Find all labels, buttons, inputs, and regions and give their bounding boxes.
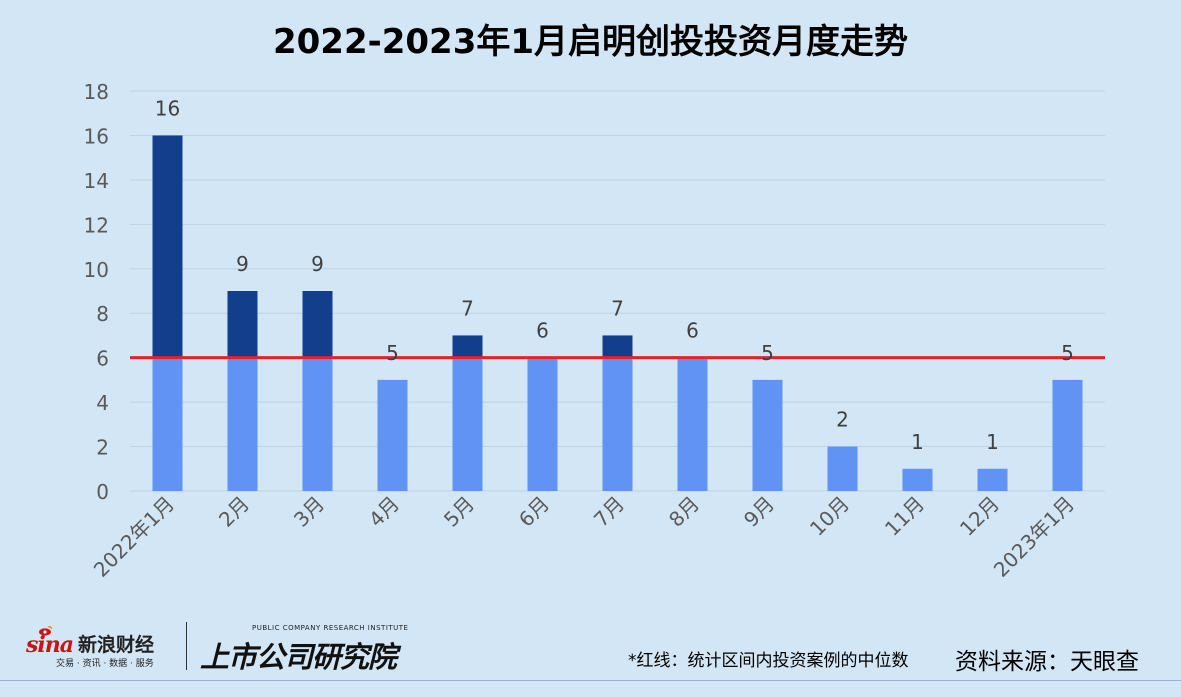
data-label: 16 bbox=[155, 96, 180, 120]
bottom-rule bbox=[0, 680, 1181, 681]
bar bbox=[452, 357, 483, 491]
bars bbox=[152, 135, 1083, 491]
bar-above-median bbox=[602, 335, 633, 358]
y-tick-label: 0 bbox=[96, 480, 109, 504]
x-tick-label: 5月 bbox=[439, 492, 479, 532]
chart-title: 2022-2023年1月启明创投投资月度走势 bbox=[272, 22, 909, 62]
data-label: 9 bbox=[311, 252, 324, 276]
data-labels: 16 9 9 5 7 6 7 6 5 2 1 1 5 bbox=[155, 96, 1074, 453]
data-label: 7 bbox=[611, 296, 624, 320]
data-label: 2 bbox=[836, 408, 849, 432]
x-tick-label: 9月 bbox=[739, 492, 779, 532]
y-tick-label: 8 bbox=[96, 302, 109, 326]
bar bbox=[677, 357, 708, 491]
x-tick-label: 2022年1月 bbox=[89, 492, 179, 582]
x-tick-label: 11月 bbox=[880, 492, 929, 541]
sina-eye-icon bbox=[39, 626, 52, 636]
data-label: 5 bbox=[386, 341, 399, 365]
x-tick-label: 4月 bbox=[364, 492, 404, 532]
y-tick-label: 18 bbox=[84, 80, 109, 104]
bar-above-median bbox=[152, 135, 183, 358]
bar bbox=[227, 357, 258, 491]
bar bbox=[602, 357, 633, 491]
sina-wordmark: sina bbox=[26, 632, 74, 658]
bar bbox=[302, 357, 333, 491]
research-institute-logo: PUBLIC COMPANY RESEARCH INSTITUTE 上市公司研究… bbox=[200, 624, 415, 674]
y-axis-ticks: 0 2 4 6 8 10 12 14 16 18 bbox=[84, 80, 109, 504]
bar-above-median bbox=[227, 291, 258, 358]
data-label: 5 bbox=[761, 341, 774, 365]
bar bbox=[1052, 379, 1083, 491]
footnote: *红线：统计区间内投资案例的中位数 bbox=[628, 651, 909, 671]
logo-divider bbox=[186, 622, 187, 670]
y-tick-label: 12 bbox=[84, 213, 109, 237]
x-tick-label: 2023年1月 bbox=[989, 492, 1079, 582]
source-credit: 资料来源：天眼查 bbox=[955, 649, 1139, 675]
y-tick-label: 2 bbox=[96, 436, 109, 460]
data-label: 5 bbox=[1061, 341, 1074, 365]
y-tick-label: 16 bbox=[84, 124, 109, 148]
bar bbox=[527, 357, 558, 491]
bar-above-median bbox=[302, 291, 333, 358]
x-tick-label: 8月 bbox=[664, 492, 704, 532]
data-label: 7 bbox=[461, 296, 474, 320]
x-tick-label: 2月 bbox=[214, 492, 254, 532]
bar bbox=[827, 446, 858, 491]
data-label: 1 bbox=[911, 430, 924, 454]
y-tick-label: 4 bbox=[96, 391, 109, 415]
research-institute-cn: 上市公司研究院 bbox=[200, 640, 397, 674]
x-tick-label: 7月 bbox=[589, 492, 629, 532]
bar bbox=[152, 357, 183, 491]
x-tick-label: 3月 bbox=[289, 492, 329, 532]
y-tick-label: 6 bbox=[96, 347, 109, 371]
x-tick-label: 6月 bbox=[514, 492, 554, 532]
bar bbox=[377, 379, 408, 491]
bar bbox=[902, 468, 933, 491]
y-tick-label: 10 bbox=[84, 258, 109, 282]
sina-finance-name: 新浪财经 bbox=[78, 634, 155, 656]
data-label: 6 bbox=[536, 319, 549, 343]
sina-finance-tagline: 交易 · 资讯 · 数据 · 服务 bbox=[56, 659, 154, 669]
x-tick-label: 10月 bbox=[805, 492, 854, 541]
data-label: 9 bbox=[236, 252, 249, 276]
y-tick-label: 14 bbox=[84, 169, 109, 193]
bar bbox=[752, 379, 783, 491]
sina-finance-logo: sina 新浪财经 交易 · 资讯 · 数据 · 服务 bbox=[26, 626, 181, 670]
x-tick-label: 12月 bbox=[955, 492, 1004, 541]
data-label: 6 bbox=[686, 319, 699, 343]
bar-above-median bbox=[452, 335, 483, 358]
bar bbox=[977, 468, 1008, 491]
data-label: 1 bbox=[986, 430, 999, 454]
research-institute-en: PUBLIC COMPANY RESEARCH INSTITUTE bbox=[252, 624, 409, 632]
